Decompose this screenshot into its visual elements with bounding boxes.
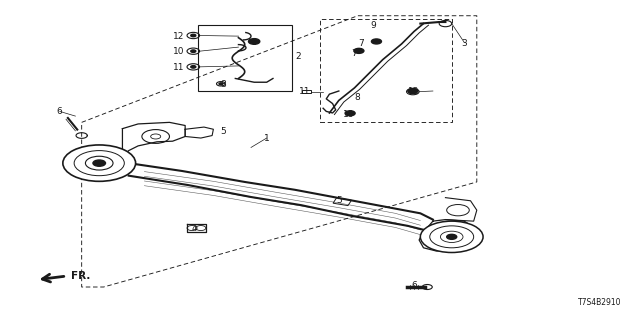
Text: 6: 6 [57,107,63,116]
Text: 12: 12 [408,86,420,95]
Text: 1: 1 [264,133,269,142]
Bar [333,198,351,206]
Text: 5: 5 [220,127,226,136]
Text: 5: 5 [336,196,342,205]
Text: T7S4B2910: T7S4B2910 [577,298,621,308]
Text: 2: 2 [295,52,301,61]
Circle shape [93,160,106,166]
Bar [198,25,292,91]
Circle shape [248,39,260,44]
Circle shape [410,90,415,93]
Text: 6: 6 [412,281,417,290]
Text: 9: 9 [252,38,257,47]
Circle shape [191,34,196,37]
Circle shape [63,145,136,181]
Circle shape [371,39,381,44]
Circle shape [191,50,196,52]
Text: 8: 8 [220,80,226,89]
Circle shape [447,234,457,239]
Text: 10: 10 [342,110,354,119]
Text: 7: 7 [351,49,357,58]
Bar [320,19,452,122]
Text: 3: 3 [461,39,467,48]
Text: 10: 10 [173,47,184,56]
Text: 11: 11 [173,63,184,72]
Circle shape [354,48,364,53]
Text: 7: 7 [358,39,364,48]
Bar [303,90,311,93]
Text: FR.: FR. [71,271,90,281]
Text: 8: 8 [355,93,360,102]
Text: 4: 4 [192,225,197,234]
Text: 11: 11 [299,86,310,95]
Circle shape [420,221,483,252]
Text: 12: 12 [173,32,184,41]
Text: 9: 9 [371,21,376,30]
Circle shape [219,83,223,85]
Circle shape [191,66,196,68]
Circle shape [345,111,355,116]
Circle shape [408,89,418,93]
